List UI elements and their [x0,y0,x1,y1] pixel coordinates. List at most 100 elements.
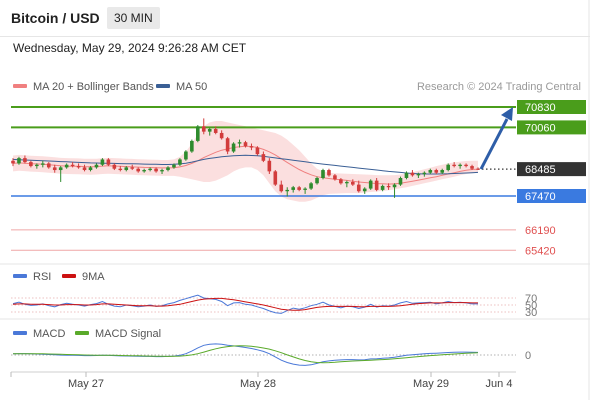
candle-body [148,168,152,171]
candle-body [327,170,331,176]
legend-label: RSI [33,271,51,283]
candle-body [380,185,385,190]
extra_support-label: 66190 [525,225,556,237]
legend-swatch [13,274,27,278]
x-tick-label: May 28 [240,378,276,390]
candle-body [261,154,266,161]
candle-body [213,128,218,133]
legend-label: MACD [33,328,65,340]
candle-body [410,172,415,176]
candle-body [422,172,427,175]
legend-swatch [13,84,27,88]
candle-body [249,146,254,148]
ma50-line [12,154,479,175]
candle-body [136,168,140,172]
candle-body [190,140,194,152]
candle-body [29,162,33,167]
candle-body [464,164,468,167]
candle-body [207,128,212,132]
candle-body [470,166,474,169]
candle-body [154,168,158,172]
x-tick-label: May 27 [68,378,104,390]
candle-body [58,167,63,171]
legend-swatch [75,331,89,335]
candle-body [76,166,81,168]
candle-body [106,159,111,165]
candle-body [446,164,450,171]
legend-swatch [156,84,170,88]
instrument-title: Bitcoin / USD [11,10,100,26]
candle-body [46,163,51,168]
legend-swatch [62,274,76,278]
candle-body [434,170,439,173]
rsi-level-label: 50 [525,300,537,312]
candle-body [166,167,170,171]
macd-signal-line [13,345,479,364]
candle-body [404,172,409,178]
forecast-arrow [479,118,509,170]
candle-body [70,164,75,167]
candle-body [356,184,361,192]
x-tick-label: May 29 [413,378,449,390]
chart-header: Bitcoin / USD 30 MIN [0,0,590,37]
candle-body [291,187,295,190]
candle-body [160,170,164,172]
watermark: Research © 2024 Trading Central [417,81,581,93]
resistance-label: 70830 [525,102,556,114]
legend-swatch [13,331,27,335]
support-label: 67470 [525,191,556,203]
candle-body [237,142,242,144]
candle-body [100,159,105,165]
candle-body [118,168,123,171]
candle-body [11,160,15,164]
candle-body [17,158,21,164]
candle-body [130,167,135,169]
candle-body [124,167,129,171]
candle-body [374,180,379,190]
candle-body [64,164,69,168]
candle-body [392,184,397,188]
candle-body [112,164,117,169]
current-label-box [517,162,586,177]
candle-body [273,171,278,185]
candle-body [458,164,462,167]
timeframe-badge[interactable]: 30 MIN [107,7,160,29]
candle-body [41,163,45,165]
candle-body [368,180,373,189]
candle-body [23,158,27,163]
rsi-ma-line [12,297,478,311]
rsi-level-label: 70 [525,293,537,305]
candle-body [267,160,272,172]
candle-body [297,187,301,190]
legend-label: MA 20 + Bollinger Bands [33,81,154,93]
candle-body [303,188,307,190]
candle-body [398,177,403,185]
candle-body [440,170,445,173]
bollinger-band [13,121,478,202]
candle-body [345,181,349,184]
candle-body [35,164,39,167]
rsi-level-label: 30 [525,307,537,319]
candle-body [219,132,224,139]
candle-body [201,126,206,132]
candle-body [362,188,367,192]
candle-body [315,177,319,184]
legend-label: MACD Signal [95,328,161,340]
candle-body [82,167,87,171]
candle-body [88,167,93,171]
candle-body [52,167,57,171]
candle-body [428,170,433,173]
candle-body [178,159,182,165]
candle-body [184,151,188,160]
extra_support-label: 65420 [525,245,556,257]
macd-zero-label: 0 [525,350,531,362]
candle-body [309,183,313,189]
candle-body [255,147,260,155]
x-tick-label: Jun 4 [486,378,513,390]
candle-body [321,170,325,178]
candle-body [231,143,236,152]
legend-label: MA 50 [176,81,207,93]
candle-body [416,174,421,176]
candle-body [333,175,337,180]
